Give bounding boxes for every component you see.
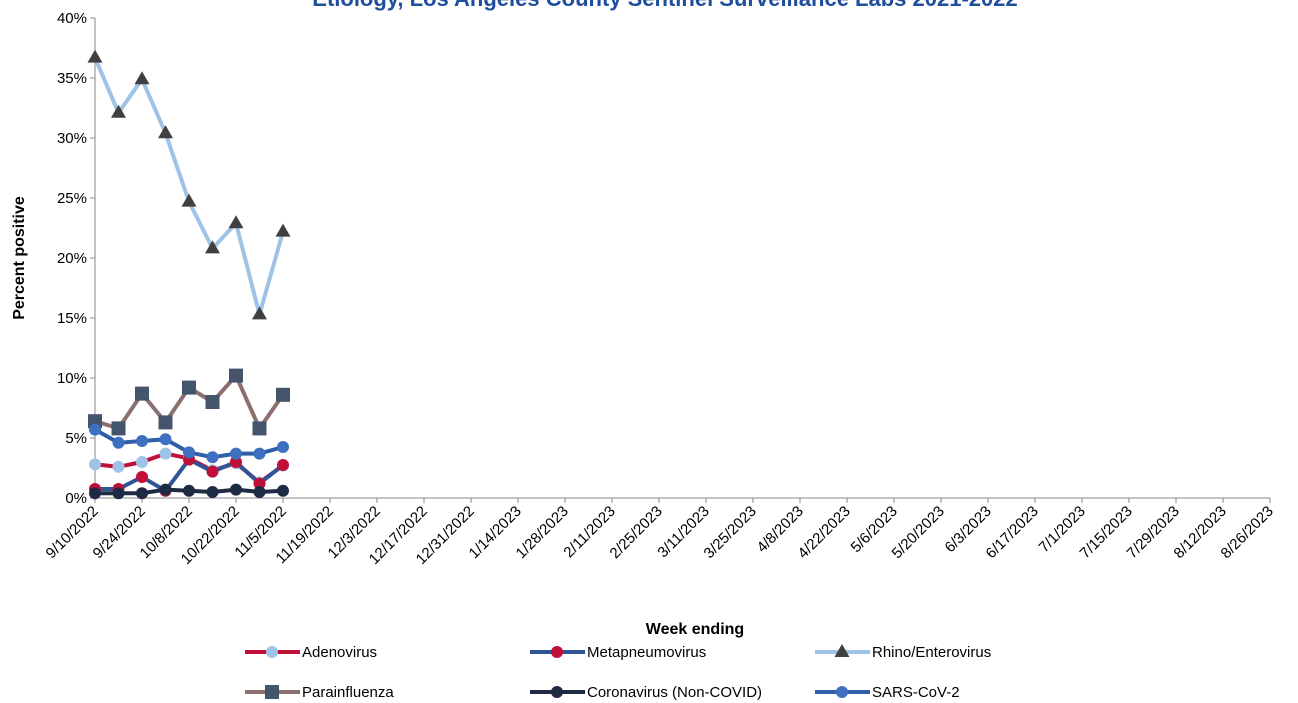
y-tick-label: 25% <box>57 190 87 207</box>
marker <box>551 646 563 658</box>
series-line <box>93 56 285 317</box>
marker <box>252 421 267 436</box>
y-tick-label: 15% <box>57 310 87 327</box>
marker <box>111 421 126 436</box>
marker <box>89 458 101 471</box>
marker <box>265 685 279 699</box>
y-tick-label: 20% <box>57 250 87 267</box>
marker <box>230 456 242 468</box>
marker <box>266 646 278 658</box>
y-tick-label: 0% <box>65 490 87 507</box>
marker <box>230 483 242 496</box>
legend-label: Metapneumovirus <box>587 644 706 661</box>
marker <box>206 451 219 464</box>
marker <box>135 386 149 401</box>
marker <box>112 487 125 500</box>
marker <box>89 487 101 500</box>
y-axis-title: Percent positive <box>11 196 28 320</box>
x-axis-title: Week ending <box>646 621 744 638</box>
y-tick-label: 40% <box>57 10 87 27</box>
marker <box>206 465 219 478</box>
marker <box>836 686 848 698</box>
marker <box>205 240 220 254</box>
marker <box>159 447 172 460</box>
marker <box>158 125 173 139</box>
y-tick-label: 35% <box>57 70 87 87</box>
marker <box>277 484 289 497</box>
y-tick-label: 10% <box>57 370 87 387</box>
marker <box>88 414 102 429</box>
marker <box>134 71 150 85</box>
marker <box>277 459 289 471</box>
legend-label: Coronavirus (Non-COVID) <box>587 684 762 701</box>
marker <box>253 486 266 498</box>
marker <box>229 368 243 383</box>
y-tick-label: 30% <box>57 130 87 147</box>
chart-title: Etiology, Los Angeles County Sentinel Su… <box>312 0 1017 11</box>
marker <box>159 483 172 496</box>
legend-item: Adenovirus <box>245 644 377 661</box>
marker <box>136 456 148 468</box>
legend-label: Adenovirus <box>302 644 377 661</box>
legend-item: Metapneumovirus <box>530 644 706 661</box>
legend-item: Coronavirus (Non-COVID) <box>530 684 762 701</box>
marker <box>834 644 850 657</box>
marker <box>253 447 266 460</box>
marker <box>275 223 291 237</box>
marker <box>112 460 125 473</box>
marker <box>277 441 289 453</box>
marker <box>111 104 126 118</box>
marker <box>252 306 267 320</box>
series <box>88 368 290 436</box>
marker <box>276 387 290 402</box>
series <box>87 49 291 320</box>
marker <box>159 433 172 446</box>
marker <box>182 380 196 395</box>
legend-item: SARS-CoV-2 <box>815 684 960 701</box>
legend-item: Rhino/Enterovirus <box>815 644 991 661</box>
marker <box>206 486 219 498</box>
marker <box>183 484 195 497</box>
marker <box>112 436 125 449</box>
marker <box>181 193 197 207</box>
marker <box>230 447 242 460</box>
marker <box>89 423 101 436</box>
marker <box>253 477 266 490</box>
marker <box>183 446 195 459</box>
y-tick-label: 5% <box>65 430 87 447</box>
marker <box>228 215 244 229</box>
series <box>89 423 289 464</box>
marker <box>551 686 563 698</box>
marker <box>136 435 148 447</box>
marker <box>87 49 103 63</box>
legend-item: Parainfluenza <box>245 684 394 701</box>
marker <box>205 395 220 409</box>
legend-label: Parainfluenza <box>302 684 394 701</box>
legend-label: Rhino/Enterovirus <box>872 644 991 661</box>
legend-label: SARS-CoV-2 <box>872 684 960 701</box>
marker <box>136 487 148 500</box>
series <box>89 483 289 500</box>
marker <box>158 415 173 430</box>
marker <box>136 471 148 483</box>
